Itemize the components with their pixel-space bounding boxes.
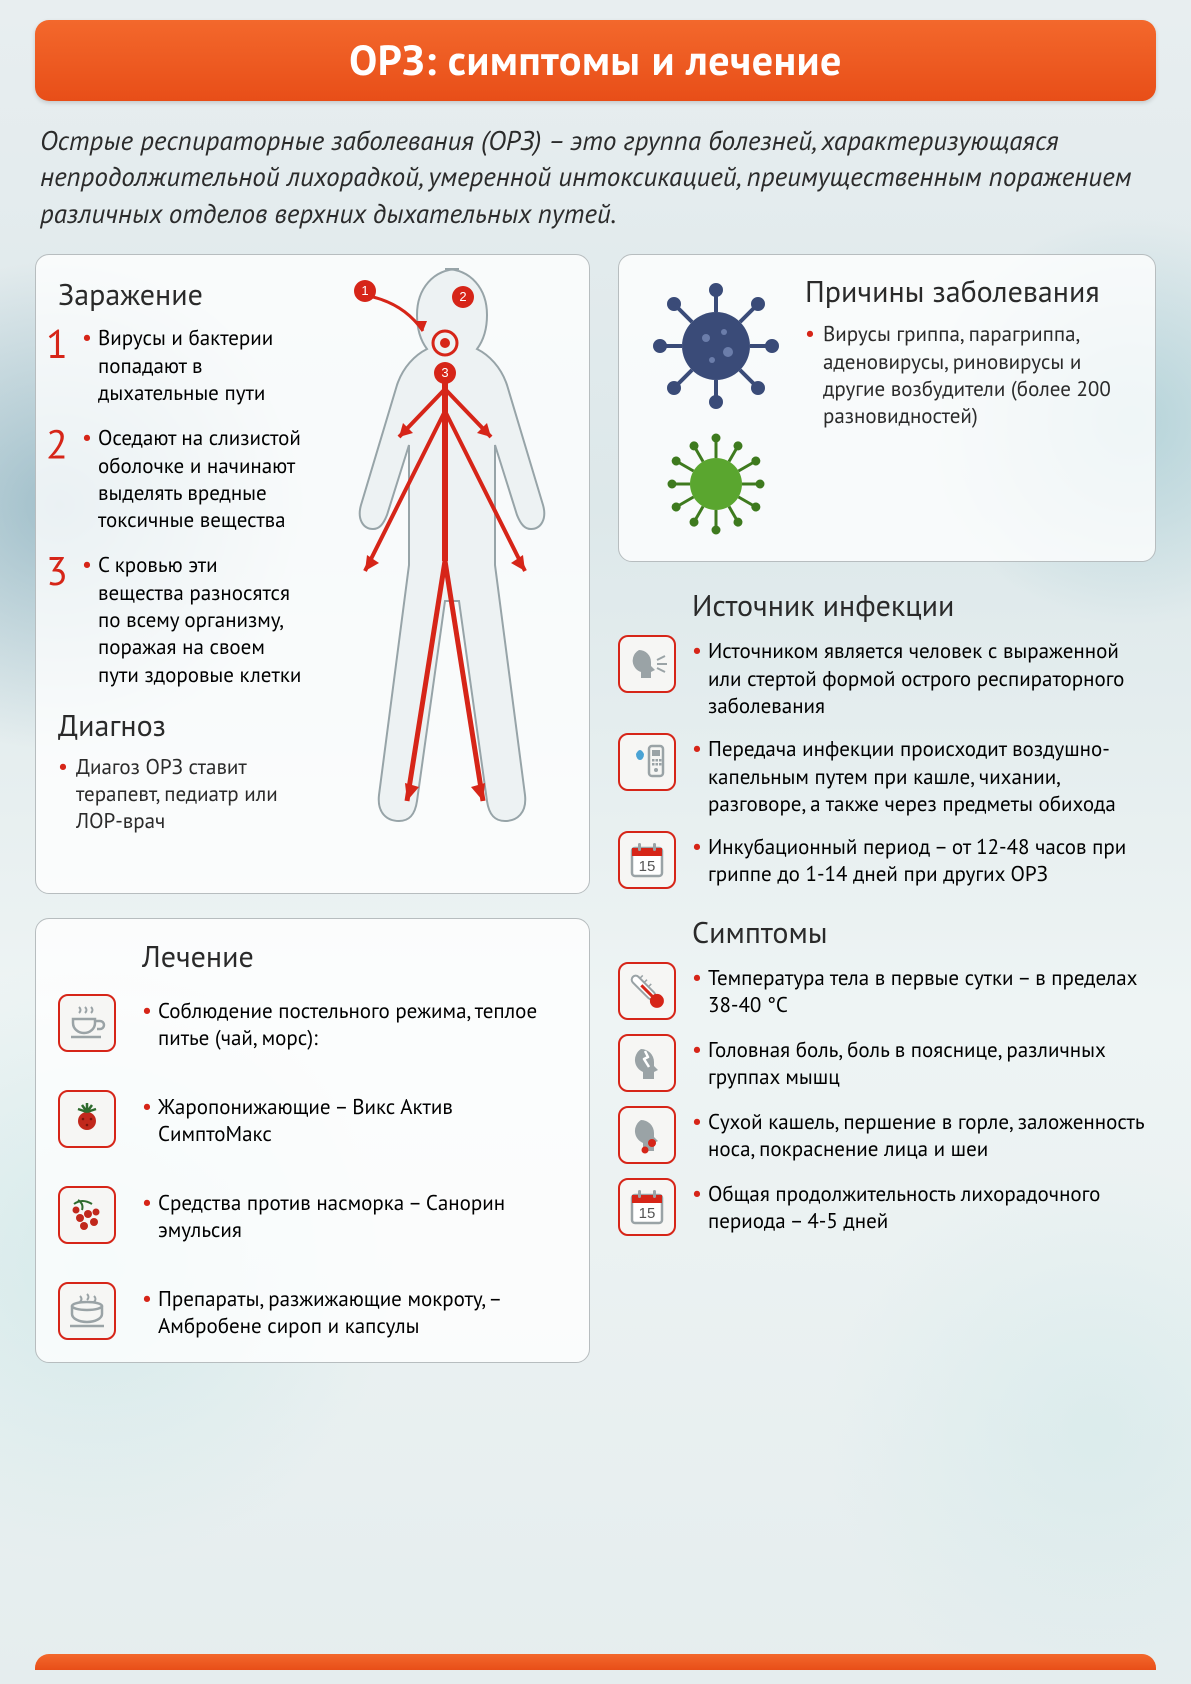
treatment-item: Средства против насморка – Санорин эмуль…: [58, 1186, 567, 1244]
head-throat-icon: [618, 1106, 676, 1164]
treatment-item: Препараты, разжижающие мокроту, – Амброб…: [58, 1282, 567, 1340]
svg-text:1: 1: [361, 283, 368, 298]
source-text: Передача инфекции происходит воздушно-ка…: [692, 733, 1156, 817]
svg-text:15: 15: [639, 1205, 656, 1222]
card-infection: Заражение 1 Вирусы и бактерии попадают в…: [35, 254, 590, 894]
right-column: Причины заболевания Вирусы гриппа, параг…: [618, 254, 1156, 1363]
virus-green-icon: [661, 429, 771, 539]
symptoms-section: Симптомы Температура тела в первые сутки…: [618, 907, 1156, 1236]
infection-step: 3 С кровью эти вещества разносятся по вс…: [58, 551, 308, 687]
symptom-text: Общая продолжительность лихорадочного пе…: [692, 1178, 1156, 1235]
svg-text:3: 3: [441, 365, 448, 380]
step-text: Оседают на слизистой оболочке и начинают…: [82, 424, 308, 533]
virus-illustrations: [641, 275, 791, 539]
columns: Заражение 1 Вирусы и бактерии попадают в…: [35, 254, 1156, 1363]
symptom-item: Головная боль, боль в пояснице, различны…: [618, 1034, 1156, 1092]
infection-step: 1 Вирусы и бактерии попадают в дыхательн…: [58, 324, 308, 406]
calendar-icon: 15: [618, 1178, 676, 1236]
treatment-text: Жаропонижающие – Викс Актив СимптоМакс: [132, 1091, 567, 1148]
infection-steps: 1 Вирусы и бактерии попадают в дыхательн…: [58, 324, 308, 688]
footer-bar: [35, 1654, 1156, 1670]
step-number: 3: [46, 551, 72, 687]
causes-heading: Причины заболевания: [805, 275, 1133, 308]
head-pain-icon: [618, 1034, 676, 1092]
berries-icon: [58, 1186, 116, 1244]
diagnosis-text: Диагоз ОРЗ ставит терапевт, педиатр или …: [58, 753, 318, 835]
symptom-item: Температура тела в первые сутки – в пред…: [618, 962, 1156, 1020]
source-section: Источник инфекции Источником является че…: [618, 580, 1156, 889]
svg-text:2: 2: [459, 289, 466, 304]
berry-icon: [58, 1090, 116, 1148]
treatment-text: Препараты, разжижающие мокроту, – Амброб…: [132, 1283, 567, 1340]
treatment-text: Средства против насморка – Санорин эмуль…: [132, 1187, 567, 1244]
card-causes: Причины заболевания Вирусы гриппа, параг…: [618, 254, 1156, 562]
infection-step: 2 Оседают на слизистой оболочке и начина…: [58, 424, 308, 533]
intro-text: Острые респираторные заболевания (ОРЗ) –…: [35, 101, 1156, 254]
symptom-text: Температура тела в первые сутки – в пред…: [692, 962, 1156, 1019]
symptom-item: Сухой кашель, першение в горле, заложенн…: [618, 1106, 1156, 1164]
symptom-text: Сухой кашель, першение в горле, заложенн…: [692, 1106, 1156, 1163]
svg-text:15: 15: [639, 858, 656, 875]
source-item: 15 Инкубационный период – от 12-48 часов…: [618, 831, 1156, 889]
step-number: 2: [46, 424, 72, 533]
symptom-item: 15 Общая продолжительность лихорадочного…: [618, 1178, 1156, 1236]
page-title: ОРЗ: симптомы и лечение: [349, 32, 842, 87]
treatment-item: Жаропонижающие – Викс Актив СимптоМакс: [58, 1090, 567, 1148]
source-text: Источником является человек с выраженной…: [692, 635, 1156, 719]
page-title-bar: ОРЗ: симптомы и лечение: [35, 20, 1156, 101]
calendar-icon: 15: [618, 831, 676, 889]
source-text: Инкубационный период – от 12-48 часов пр…: [692, 831, 1156, 888]
treatment-item: Соблюдение постельного режима, теплое пи…: [58, 994, 567, 1052]
treatment-heading: Лечение: [142, 937, 567, 976]
cup-icon: [58, 994, 116, 1052]
thermometer-icon: [618, 962, 676, 1020]
left-column: Заражение 1 Вирусы и бактерии попадают в…: [35, 254, 590, 1363]
body-diagram-icon: 1 2 3: [295, 261, 595, 871]
causes-text: Вирусы гриппа, парагриппа, аденовирусы, …: [805, 320, 1133, 429]
symptom-text: Головная боль, боль в пояснице, различны…: [692, 1034, 1156, 1091]
head-cough-icon: [618, 635, 676, 693]
source-item: Источником является человек с выраженной…: [618, 635, 1156, 719]
step-text: С кровью эти вещества разносятся по всем…: [82, 551, 308, 687]
treatment-text: Соблюдение постельного режима, теплое пи…: [132, 995, 567, 1052]
step-number: 1: [46, 324, 72, 406]
source-item: Передача инфекции происходит воздушно-ка…: [618, 733, 1156, 817]
source-heading: Источник инфекции: [692, 586, 1156, 625]
virus-blue-icon: [651, 281, 781, 411]
phone-drop-icon: [618, 733, 676, 791]
symptoms-heading: Симптомы: [692, 913, 1156, 952]
pot-icon: [58, 1282, 116, 1340]
card-treatment: Лечение Соблюдение постельного режима, т…: [35, 918, 590, 1363]
step-text: Вирусы и бактерии попадают в дыхательные…: [82, 324, 308, 406]
